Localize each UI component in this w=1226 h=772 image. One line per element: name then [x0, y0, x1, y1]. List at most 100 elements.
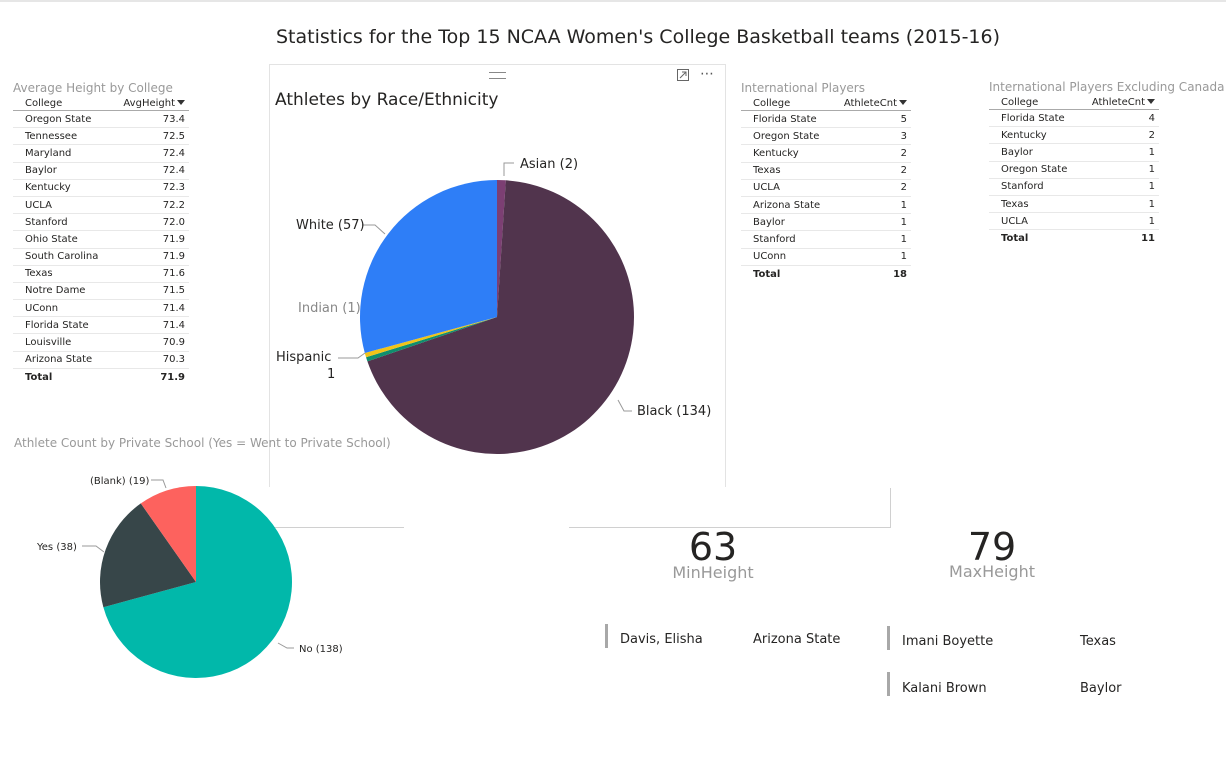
pie-slice[interactable]	[366, 317, 497, 362]
college-column-header[interactable]: College	[741, 96, 827, 111]
value-cell: 3	[826, 127, 911, 146]
college-column-header[interactable]: College	[13, 96, 106, 111]
pie-slice[interactable]	[103, 486, 292, 678]
card-accent-bar	[605, 624, 608, 648]
max-player-college: Texas	[1080, 634, 1116, 649]
race-ethnicity-card[interactable]	[269, 64, 726, 487]
table-row[interactable]: UConn 71.4	[13, 299, 189, 318]
table-row[interactable]: Baylor 1	[989, 143, 1159, 162]
pie-slice[interactable]	[140, 486, 196, 582]
table-row[interactable]: Kentucky 2	[989, 126, 1159, 145]
athletecnt-header-label: AthleteCnt	[1091, 96, 1145, 108]
value-cell: 72.0	[105, 213, 189, 232]
athletecnt-header-label: AthleteCnt	[843, 97, 897, 109]
college-cell: Stanford	[741, 230, 827, 249]
table-row[interactable]: Texas 2	[741, 162, 911, 180]
pie-slice[interactable]	[360, 180, 497, 353]
college-cell: Kentucky	[741, 144, 827, 163]
value-cell: 2	[826, 162, 911, 180]
pie-slice[interactable]	[367, 180, 634, 455]
college-cell: South Carolina	[13, 248, 106, 266]
table-row[interactable]: Stanford 1	[741, 230, 911, 249]
table-row[interactable]: Stanford 72.0	[13, 213, 189, 232]
table-row[interactable]: Ohio State 71.9	[13, 230, 189, 249]
total-row: Total 11	[989, 229, 1159, 247]
sort-desc-icon	[1147, 98, 1155, 104]
athletecnt-column-header[interactable]: AthleteCnt	[826, 96, 911, 111]
value-cell: 71.9	[105, 230, 189, 249]
more-options-icon[interactable]: ⋯	[700, 66, 715, 82]
table-row[interactable]: Kentucky 2	[741, 144, 911, 163]
pie-slice[interactable]	[364, 317, 497, 358]
value-cell: 1	[1073, 178, 1159, 196]
table-row[interactable]: Oregon State 1	[989, 161, 1159, 179]
sort-desc-icon	[177, 99, 185, 105]
table-row[interactable]: Oregon State 73.4	[13, 110, 189, 129]
drag-handle-icon[interactable]	[489, 72, 506, 79]
college-cell: UCLA	[741, 179, 827, 197]
table-row[interactable]: Arizona State 1	[741, 196, 911, 215]
value-cell: 72.5	[105, 127, 189, 146]
value-cell: 72.4	[105, 162, 189, 180]
college-cell: Baylor	[13, 162, 106, 180]
table-row[interactable]: Texas 71.6	[13, 265, 189, 283]
table-row[interactable]: Notre Dame 71.5	[13, 282, 189, 301]
slice-label: Indian (1)	[298, 301, 361, 316]
table-row[interactable]: Florida State 71.4	[13, 316, 189, 335]
card-edge	[569, 527, 891, 528]
college-cell: Texas	[741, 162, 827, 180]
max-player-name: Imani Boyette	[902, 634, 994, 649]
total-value: 11	[1073, 229, 1159, 247]
value-cell: 1	[1073, 143, 1159, 162]
value-cell: 73.4	[105, 110, 189, 129]
table-row[interactable]: UCLA 2	[741, 179, 911, 197]
intl-excl-canada-table: College AthleteCnt Florida State 4 Kentuck…	[989, 95, 1159, 247]
value-cell: 1	[826, 230, 911, 249]
table-row[interactable]: Florida State 5	[741, 110, 911, 129]
slice-label: (Blank) (19)	[90, 476, 150, 487]
focus-mode-icon[interactable]	[676, 68, 690, 82]
max-player-name: Kalani Brown	[902, 681, 987, 696]
table-row[interactable]: Baylor 72.4	[13, 162, 189, 180]
max-height-value: 79	[967, 525, 1017, 569]
college-cell: Florida State	[13, 316, 106, 335]
table-row[interactable]: Kentucky 72.3	[13, 179, 189, 197]
table-row[interactable]: Oregon State 3	[741, 127, 911, 146]
intl-players-table: College AthleteCnt Florida State 5 Oregon …	[741, 96, 911, 283]
college-cell: UConn	[13, 299, 106, 318]
intl-excl-canada-title: International Players Excluding Canada	[989, 80, 1225, 94]
min-height-label: MinHeight	[672, 563, 754, 582]
total-label: Total	[13, 367, 106, 386]
min-player-name: Davis, Elisha	[620, 632, 703, 647]
table-row[interactable]: Louisville 70.9	[13, 333, 189, 352]
table-row[interactable]: Arizona State 70.3	[13, 351, 189, 369]
college-column-header[interactable]: College	[989, 95, 1074, 110]
avgheight-column-header[interactable]: AvgHeight	[105, 96, 189, 111]
college-cell: Kentucky	[989, 126, 1074, 145]
table-row[interactable]: South Carolina 71.9	[13, 248, 189, 266]
table-row[interactable]: Stanford 1	[989, 178, 1159, 196]
card-edge	[270, 527, 404, 528]
college-cell: Baylor	[741, 213, 827, 232]
min-player-college: Arizona State	[753, 632, 841, 647]
table-row[interactable]: Florida State 4	[989, 109, 1159, 128]
total-row: Total 71.9	[13, 367, 189, 386]
total-label: Total	[741, 264, 827, 283]
pie-slice[interactable]	[497, 180, 506, 317]
college-cell: Oregon State	[741, 127, 827, 146]
slice-label: Asian (2)	[520, 157, 578, 172]
table-row[interactable]: Texas 1	[989, 195, 1159, 214]
table-row[interactable]: UConn 1	[741, 248, 911, 266]
athletecnt-column-header[interactable]: AthleteCnt	[1073, 95, 1159, 110]
table-row[interactable]: Baylor 1	[741, 213, 911, 232]
table-row[interactable]: Tennessee 72.5	[13, 127, 189, 146]
avg-height-title: Average Height by College	[13, 81, 173, 95]
college-cell: Florida State	[989, 109, 1074, 128]
value-cell: 72.2	[105, 196, 189, 215]
table-row[interactable]: Maryland 72.4	[13, 144, 189, 163]
table-row[interactable]: UCLA 72.2	[13, 196, 189, 215]
college-cell: Tennessee	[13, 127, 106, 146]
pie-slice[interactable]	[100, 503, 196, 608]
value-cell: 4	[1073, 109, 1159, 128]
leader-line	[362, 224, 386, 235]
